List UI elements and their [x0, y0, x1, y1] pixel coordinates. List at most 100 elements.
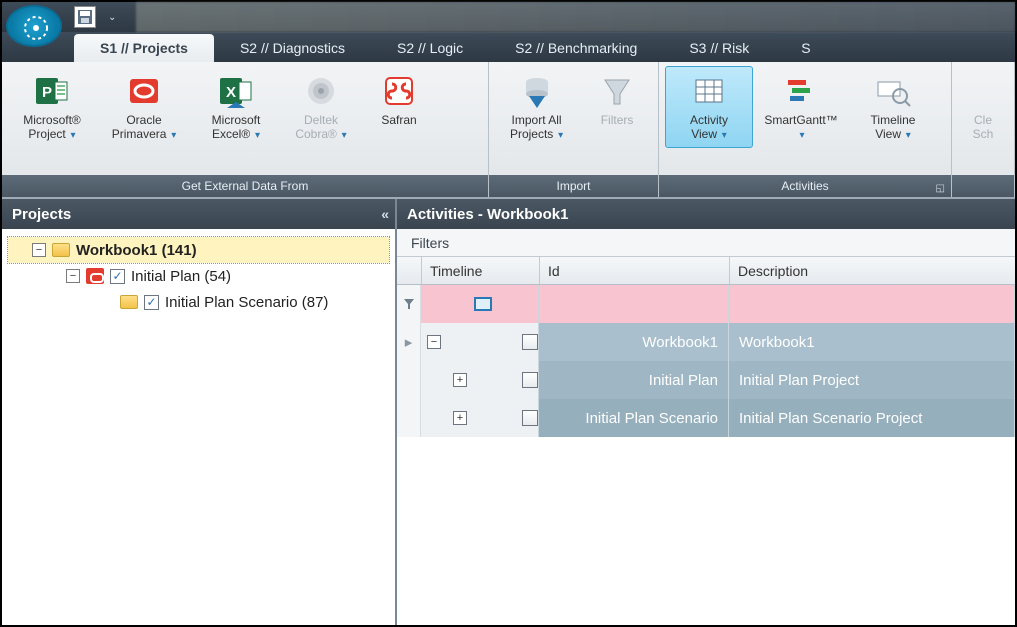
app-menu-button[interactable]	[6, 5, 62, 47]
tree-expander-icon[interactable]: −	[66, 269, 80, 283]
activities-panel-title: Activities - Workbook1	[407, 206, 568, 223]
dropdown-icon: ▾	[903, 130, 911, 141]
label: Activity	[690, 113, 728, 127]
row-id-cell: Initial Plan	[539, 361, 729, 399]
tree-row-initial-plan-scenario[interactable]: ✓ Initial Plan Scenario (87)	[8, 289, 389, 315]
activities-panel: Activities - Workbook1 Filters Timeline …	[397, 199, 1015, 625]
btn-cutoff[interactable]: CleSch	[958, 66, 1008, 146]
filter-timeline-cell[interactable]	[421, 285, 539, 323]
label: Cobra®	[295, 127, 337, 141]
row-desc-cell: Initial Plan Scenario Project	[729, 399, 1015, 437]
grid-body: ▸ − Workbook1 Workbook1 +	[397, 285, 1015, 437]
row-timeline-cell[interactable]: +	[421, 361, 539, 399]
label: View	[875, 127, 901, 141]
grid-row[interactable]: ▸ − Workbook1 Workbook1	[397, 323, 1015, 361]
filter-id-cell[interactable]	[539, 285, 729, 323]
tab-s2-diagnostics[interactable]: S2 // Diagnostics	[214, 34, 371, 62]
row-expander-icon[interactable]: +	[453, 373, 467, 387]
grid-row[interactable]: + Initial Plan Scenario Initial Plan Sce…	[397, 399, 1015, 437]
grid-header-description[interactable]: Description	[729, 257, 1015, 284]
dropdown-icon: ▾	[252, 130, 260, 141]
tree-checkbox[interactable]: ✓	[144, 295, 159, 310]
label: View	[691, 127, 717, 141]
row-checkbox[interactable]	[522, 334, 538, 350]
ribbon-group-label: Get External Data From	[2, 175, 488, 197]
ribbon-group-label	[952, 175, 1014, 197]
label: Project	[28, 127, 65, 141]
dropdown-icon: ▾	[168, 130, 176, 141]
funnel-small-icon	[403, 298, 415, 310]
label: Import All	[512, 113, 562, 127]
btn-ms-excel[interactable]: X MicrosoftExcel® ▾	[192, 66, 280, 148]
tree-row-initial-plan[interactable]: − ✓ Initial Plan (54)	[8, 263, 389, 289]
blank-icon	[963, 71, 1003, 111]
btn-filters[interactable]: Filters	[582, 66, 652, 132]
oracle-icon	[86, 268, 104, 284]
qat-dropdown-icon[interactable]: ⌄	[108, 12, 116, 23]
row-expander-icon[interactable]: +	[453, 411, 467, 425]
grid-filter-row[interactable]	[397, 285, 1015, 323]
label: Microsoft	[212, 113, 261, 127]
grid-header-timeline[interactable]: Timeline	[421, 257, 539, 284]
ribbon: P Microsoft®Project ▾ OraclePrimavera ▾ …	[2, 62, 1015, 198]
projects-panel: Projects « − Workbook1 (141) − ✓ Initial…	[2, 199, 397, 625]
label: Microsoft®	[23, 113, 81, 127]
funnel-icon	[597, 71, 637, 111]
collapse-panel-icon[interactable]: «	[381, 206, 385, 222]
label: Filters	[601, 113, 634, 127]
label: Deltek	[304, 113, 338, 127]
btn-ms-project[interactable]: P Microsoft®Project ▾	[8, 66, 96, 148]
row-checkbox[interactable]	[522, 372, 538, 388]
row-id-cell: Initial Plan Scenario	[539, 399, 729, 437]
ribbon-group-import: Import AllProjects ▾ Filters Import	[489, 62, 659, 197]
row-checkbox[interactable]	[522, 410, 538, 426]
filters-bar[interactable]: Filters	[397, 229, 1015, 257]
tree-label: Initial Plan Scenario (87)	[165, 294, 328, 311]
btn-safran[interactable]: Safran	[362, 66, 436, 132]
grid-row[interactable]: + Initial Plan Initial Plan Project	[397, 361, 1015, 399]
btn-activity-view[interactable]: ActivityView ▾	[665, 66, 753, 148]
svg-text:X: X	[226, 84, 236, 101]
tab-s3-risk[interactable]: S3 // Risk	[663, 34, 775, 62]
qat-save-button[interactable]	[74, 6, 96, 28]
label: Oracle	[126, 113, 161, 127]
group-launcher-icon[interactable]: ◱	[936, 183, 945, 194]
tree-label: Workbook1 (141)	[76, 242, 197, 259]
row-indicator-icon	[397, 361, 421, 399]
titlebar-caption-area	[136, 2, 1015, 32]
grid-header: Timeline Id Description	[397, 257, 1015, 285]
label: Excel®	[212, 127, 250, 141]
row-timeline-cell[interactable]: −	[421, 323, 539, 361]
label: Primavera	[112, 127, 167, 141]
btn-oracle-primavera[interactable]: OraclePrimavera ▾	[100, 66, 188, 148]
btn-import-all-projects[interactable]: Import AllProjects ▾	[495, 66, 578, 148]
filter-gutter-icon[interactable]	[397, 285, 421, 323]
cobra-icon	[301, 71, 341, 111]
grid-icon	[689, 71, 729, 111]
tree-expander-icon[interactable]: −	[32, 243, 46, 257]
ribbon-group-activities: ActivityView ▾ SmartGantt™▾ TimelineView…	[659, 62, 952, 197]
dropdown-icon: ▾	[339, 130, 347, 141]
ribbon-group-cutoff: CleSch	[952, 62, 1015, 197]
btn-smartgantt[interactable]: SmartGantt™▾	[757, 66, 845, 148]
tab-s2-logic[interactable]: S2 // Logic	[371, 34, 489, 62]
grid-header-id[interactable]: Id	[539, 257, 729, 284]
tab-s2-benchmarking[interactable]: S2 // Benchmarking	[489, 34, 663, 62]
filter-desc-cell[interactable]	[729, 285, 1015, 323]
tree-row-workbook[interactable]: − Workbook1 (141)	[8, 237, 389, 263]
folder-icon	[120, 295, 138, 309]
tab-s1-projects[interactable]: S1 // Projects	[74, 34, 214, 62]
tree-checkbox[interactable]: ✓	[110, 269, 125, 284]
label: Timeline	[871, 113, 916, 127]
activities-panel-header: Activities - Workbook1	[397, 199, 1015, 229]
row-expander-icon[interactable]: −	[427, 335, 441, 349]
tab-overflow[interactable]: S	[775, 34, 836, 62]
btn-timeline-view[interactable]: TimelineView ▾	[849, 66, 937, 148]
row-indicator-icon	[397, 399, 421, 437]
grid-header-gutter	[397, 257, 421, 284]
row-indicator-icon[interactable]: ▸	[397, 323, 421, 361]
dropdown-icon: ▾	[719, 130, 727, 141]
folder-icon	[52, 243, 70, 257]
btn-deltek-cobra[interactable]: DeltekCobra® ▾	[284, 66, 358, 148]
row-timeline-cell[interactable]: +	[421, 399, 539, 437]
